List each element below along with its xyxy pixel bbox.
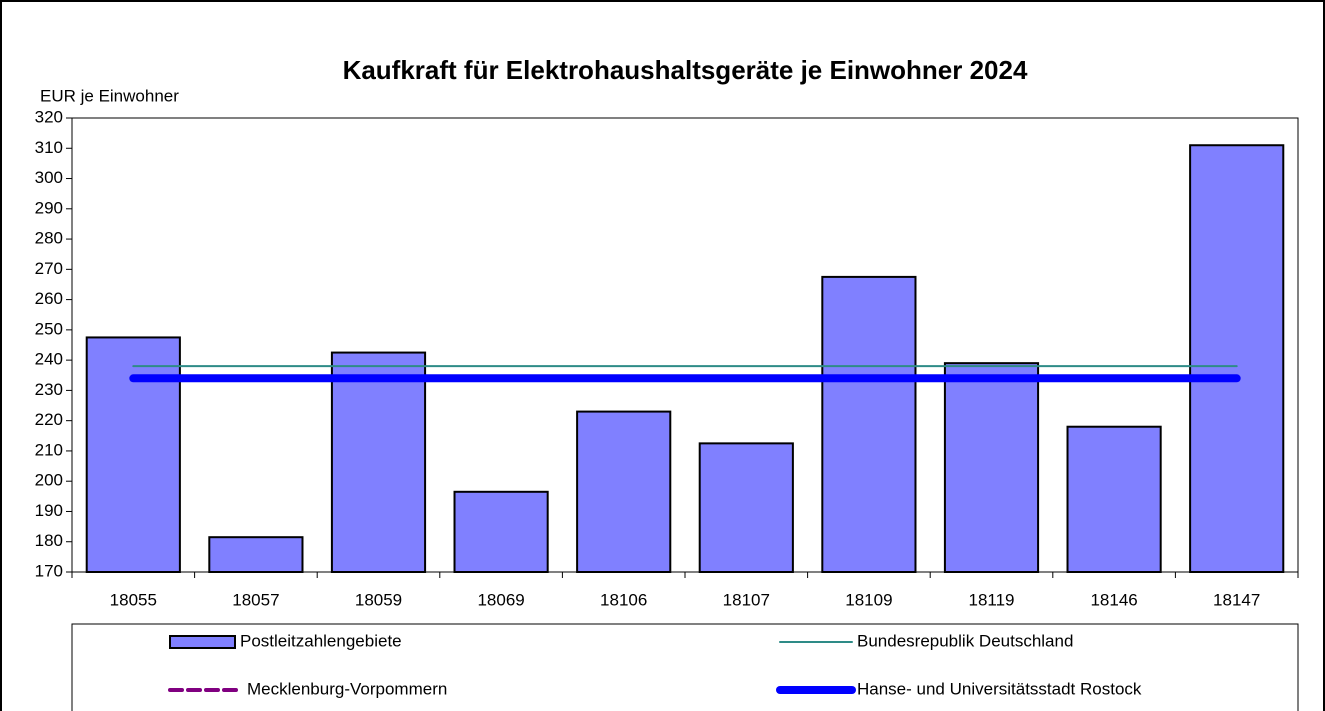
bar (330, 351, 427, 574)
chart-title: Kaufkraft für Elektrohaushaltsgeräte je … (343, 55, 1028, 85)
bar (1189, 144, 1285, 574)
y-tick-label: 280 (35, 229, 63, 248)
legend-label: Postleitzahlengebiete (240, 631, 402, 650)
bar (698, 442, 794, 573)
x-tick-label: 18055 (110, 590, 157, 609)
y-tick-label: 210 (35, 440, 63, 459)
bar (1066, 425, 1162, 573)
y-tick-label: 260 (35, 289, 63, 308)
legend-box (71, 623, 1299, 711)
legend-swatch (169, 635, 236, 649)
bar (208, 536, 304, 574)
legend-label: Hanse- und Universitätsstadt Rostock (857, 679, 1142, 698)
bar (576, 410, 672, 573)
x-tick-label: 18059 (355, 590, 402, 609)
x-tick-label: 18069 (477, 590, 524, 609)
x-tick-label: 18109 (845, 590, 892, 609)
legend-label: Bundesrepublik Deutschland (857, 631, 1073, 650)
bar (821, 275, 917, 573)
bar (85, 336, 181, 573)
y-tick-label: 190 (35, 501, 63, 520)
x-tick-label: 18119 (968, 590, 1014, 609)
x-tick-label: 18147 (1213, 590, 1260, 609)
y-tick-label: 320 (35, 107, 63, 126)
y-tick-label: 240 (35, 350, 63, 369)
y-tick-label: 300 (35, 168, 63, 187)
y-tick-label: 200 (35, 471, 63, 490)
y-axis-label: EUR je Einwohner (40, 86, 179, 105)
y-tick-label: 180 (35, 531, 63, 550)
x-tick-label: 18106 (600, 590, 647, 609)
x-tick-label: 18107 (723, 590, 770, 609)
y-tick-label: 310 (35, 138, 63, 157)
y-tick-label: 220 (35, 410, 63, 429)
x-tick-label: 18057 (232, 590, 279, 609)
y-tick-label: 250 (35, 319, 63, 338)
y-tick-label: 170 (35, 561, 63, 580)
legend-label: Mecklenburg-Vorpommern (247, 679, 447, 698)
x-tick-label: 18146 (1090, 590, 1137, 609)
bar (453, 490, 549, 573)
bar (943, 362, 1040, 573)
y-tick-label: 290 (35, 198, 63, 217)
y-tick-label: 230 (35, 380, 63, 399)
y-tick-label: 270 (35, 259, 63, 278)
